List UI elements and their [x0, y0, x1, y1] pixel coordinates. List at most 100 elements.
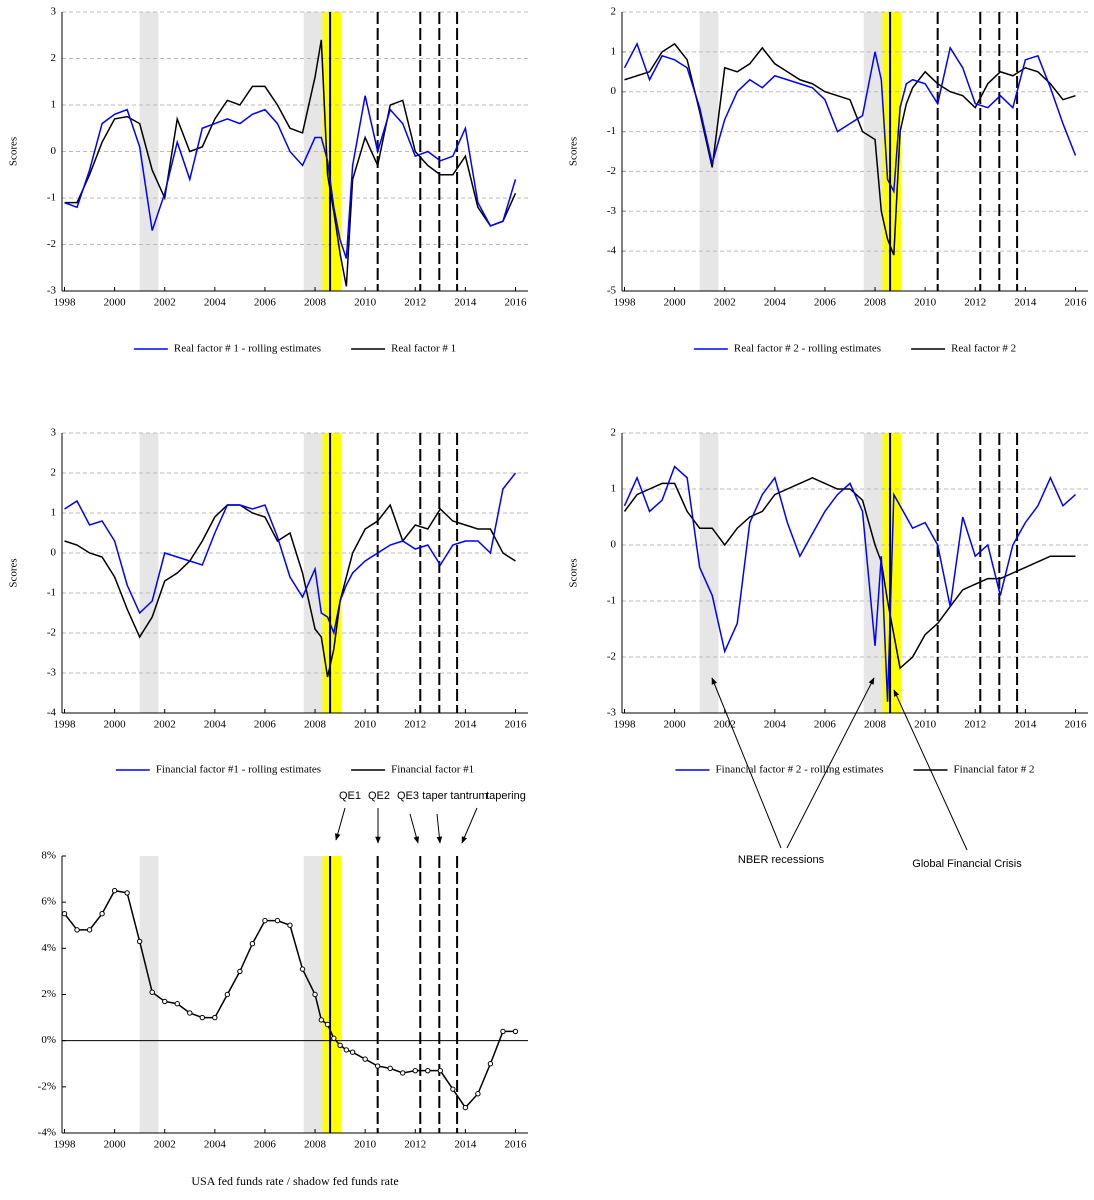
y-tick-label: -5: [607, 285, 617, 297]
annotation: QE1: [339, 790, 361, 802]
y-axis-label: Scores: [568, 137, 580, 166]
y-tick-label: 2: [611, 6, 617, 18]
x-tick-label: 2012: [404, 719, 426, 731]
x-tick-label: 2004: [764, 297, 787, 309]
x-tick-label: 2014: [1014, 719, 1037, 731]
point: [512, 1028, 519, 1035]
x-tick-label: 1998: [54, 1139, 77, 1151]
y-tick-label: 2: [51, 467, 57, 479]
point: [487, 1061, 494, 1067]
x-tick-label: 2014: [454, 719, 477, 731]
recession-band: [863, 433, 883, 713]
recession-band: [303, 12, 323, 291]
x-tick-label: 2008: [304, 719, 327, 731]
x-tick-label: 2006: [254, 719, 277, 731]
legend-label: Financial fator # 2: [954, 764, 1035, 776]
series-line: [623, 476, 1076, 670]
x-tick-label: 1998: [614, 719, 637, 731]
point: [237, 968, 243, 975]
annotation: QE2: [368, 790, 390, 802]
x-tick-label: 2016: [504, 1139, 527, 1151]
x-tick-label: 2004: [204, 297, 227, 309]
x-tick-label: 2004: [764, 719, 787, 731]
x-tick-label: 2002: [714, 297, 736, 309]
y-tick-label: 1: [51, 507, 57, 519]
y-tick-label: 0: [611, 85, 617, 97]
legend-label: Financial factor #1 - rolling estimates: [156, 764, 321, 776]
chart-title: USA fed funds rate / shadow fed funds ra…: [191, 1174, 398, 1188]
point: [400, 1070, 406, 1076]
point: [111, 887, 118, 894]
x-tick-label: 2000: [104, 719, 127, 731]
point: [331, 1035, 337, 1042]
point: [412, 1067, 418, 1074]
y-axis-label: Scores: [568, 558, 580, 587]
legend-label: Real factor # 2 - rolling estimates: [734, 343, 881, 355]
point: [462, 1104, 469, 1111]
x-tick-label: 2006: [814, 719, 837, 731]
x-tick-label: 2016: [1064, 719, 1087, 731]
x-tick-label: 2010: [354, 719, 377, 731]
point: [337, 1042, 343, 1048]
x-tick-label: 2012: [404, 297, 426, 309]
x-tick-label: 2010: [914, 719, 937, 731]
y-tick-label: -3: [47, 667, 57, 679]
y-tick-label: 6%: [41, 896, 56, 908]
point: [349, 1049, 356, 1055]
series-line: [64, 39, 517, 287]
y-tick-label: -2: [607, 165, 616, 177]
series-line: [64, 95, 517, 259]
series-line: [63, 889, 516, 1109]
point: [450, 1086, 456, 1092]
point: [387, 1065, 393, 1072]
x-tick-label: 2012: [964, 297, 986, 309]
x-tick-label: 2008: [864, 297, 887, 309]
legend-label: Financial factor # 2 - rolling estimates: [716, 764, 884, 776]
y-tick-label: 3: [51, 6, 57, 18]
point: [162, 998, 168, 1005]
point: [187, 1010, 193, 1016]
legend-label: Real factor # 1 - rolling estimates: [174, 343, 321, 355]
y-tick-label: 0: [51, 145, 57, 157]
x-tick-label: 2000: [664, 719, 687, 731]
y-tick-label: -1: [47, 192, 56, 204]
point: [99, 911, 105, 917]
recession-band: [139, 856, 159, 1133]
x-tick-label: 2014: [1014, 297, 1037, 309]
recession-band: [863, 12, 883, 291]
x-tick-label: 2010: [354, 1139, 377, 1151]
y-tick-label: -2%: [38, 1080, 56, 1092]
crisis-band: [322, 433, 342, 713]
y-tick-label: -3: [47, 285, 57, 297]
point: [324, 1021, 331, 1028]
y-tick-label: -2: [47, 238, 56, 250]
x-tick-label: 2014: [454, 297, 477, 309]
series-line: [623, 42, 1077, 195]
point: [299, 966, 306, 972]
x-tick-label: 2000: [104, 297, 127, 309]
point: [86, 927, 93, 933]
legend-label: Real factor # 2: [951, 343, 1016, 355]
x-tick-label: 1998: [54, 719, 77, 731]
annotation-arrows: [335, 677, 968, 851]
series-line: [623, 465, 1076, 702]
y-tick-label: 1: [611, 483, 617, 495]
annotation: NBER recessions: [738, 854, 825, 866]
annotation: Global Financial Crisis: [912, 858, 1022, 870]
y-tick-label: -2: [47, 627, 56, 639]
y-tick-label: 0: [611, 539, 617, 551]
point: [249, 941, 256, 947]
point: [318, 1017, 325, 1023]
x-tick-label: 1998: [54, 297, 77, 309]
y-tick-label: -3: [607, 205, 617, 217]
x-tick-label: 2004: [204, 719, 227, 731]
y-tick-label: -4%: [38, 1127, 56, 1139]
y-tick-label: 0: [51, 547, 57, 559]
x-tick-label: 2016: [504, 297, 527, 309]
crisis-band: [322, 856, 342, 1133]
point: [425, 1067, 431, 1074]
point: [124, 890, 130, 896]
point: [61, 911, 68, 917]
x-tick-label: 2004: [204, 1139, 227, 1151]
recession-band: [699, 433, 719, 713]
